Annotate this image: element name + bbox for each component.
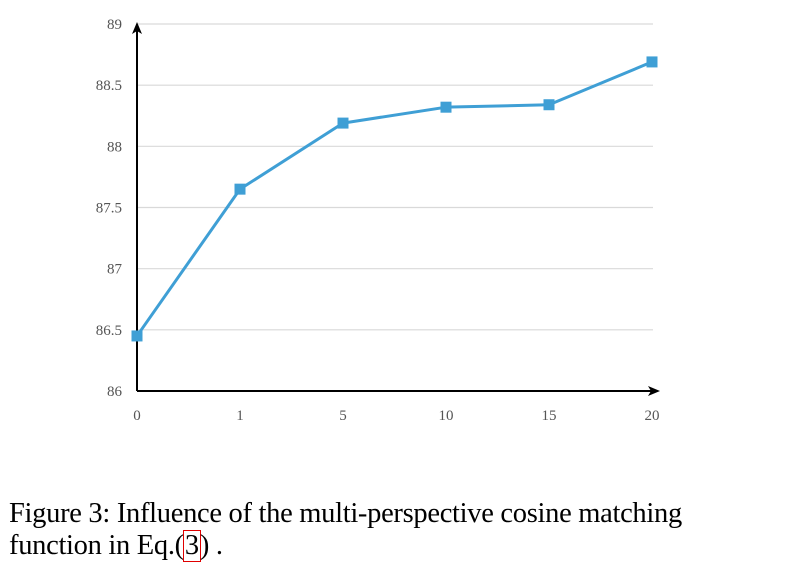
series-line	[135, 60, 653, 337]
data-point-marker	[543, 99, 555, 111]
caption-line-2: function in Eq.(3) .	[9, 530, 809, 562]
x-tick-label: 1	[236, 408, 244, 424]
equation-reference-link[interactable]: 3	[182, 530, 201, 562]
y-axis-tick-labels: 86 86.5 87 87.5 88 88.5 89	[96, 17, 123, 400]
x-tick-label: 20	[645, 408, 660, 424]
caption-line-2-suffix: ) .	[199, 530, 223, 561]
y-tick-label: 87.5	[96, 201, 122, 217]
y-tick-label: 88.5	[96, 78, 122, 94]
data-point-marker	[131, 330, 143, 342]
gridlines	[137, 23, 653, 331]
data-point-marker	[337, 117, 349, 129]
x-axis-tick-labels: 0 1 5 10 15 20	[133, 408, 659, 424]
data-point-marker	[646, 56, 658, 68]
y-axis-arrow-icon	[132, 22, 142, 34]
x-tick-label: 5	[339, 408, 347, 424]
figure-caption: Figure 3: Influence of the multi-perspec…	[9, 498, 809, 562]
y-tick-label: 86.5	[96, 323, 122, 339]
data-point-marker	[234, 183, 246, 195]
x-tick-label: 0	[133, 408, 141, 424]
caption-line-1: Figure 3: Influence of the multi-perspec…	[9, 498, 682, 529]
x-tick-label: 10	[439, 408, 454, 424]
axes	[132, 22, 660, 396]
caption-line-2-prefix: function in Eq.(	[9, 530, 184, 561]
y-tick-label: 89	[107, 17, 122, 33]
data-point-marker	[440, 101, 452, 113]
x-axis-arrow-icon	[648, 386, 660, 396]
y-tick-label: 88	[107, 139, 122, 155]
x-tick-label: 15	[542, 408, 557, 424]
y-tick-label: 86	[107, 384, 123, 400]
data-series	[131, 56, 658, 342]
y-tick-label: 87	[107, 262, 123, 278]
